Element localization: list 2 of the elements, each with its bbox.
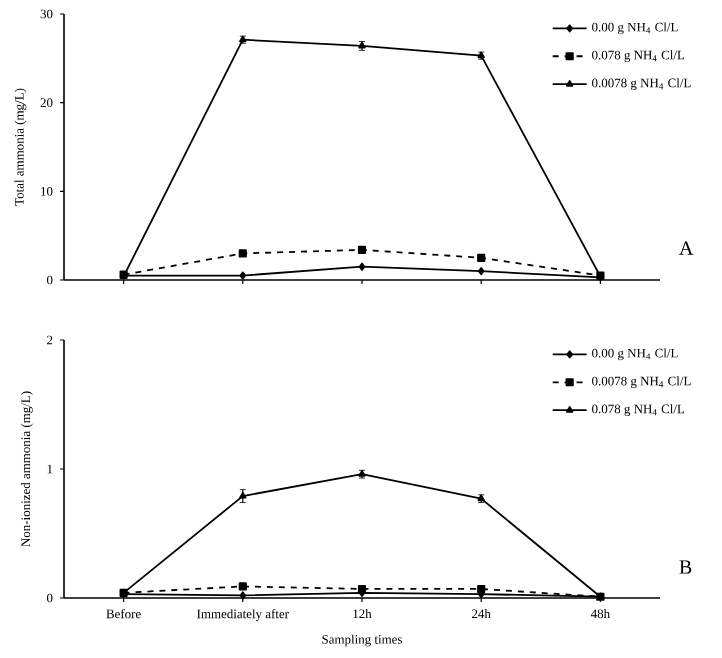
text: A xyxy=(679,241,694,255)
text: B xyxy=(679,560,692,574)
